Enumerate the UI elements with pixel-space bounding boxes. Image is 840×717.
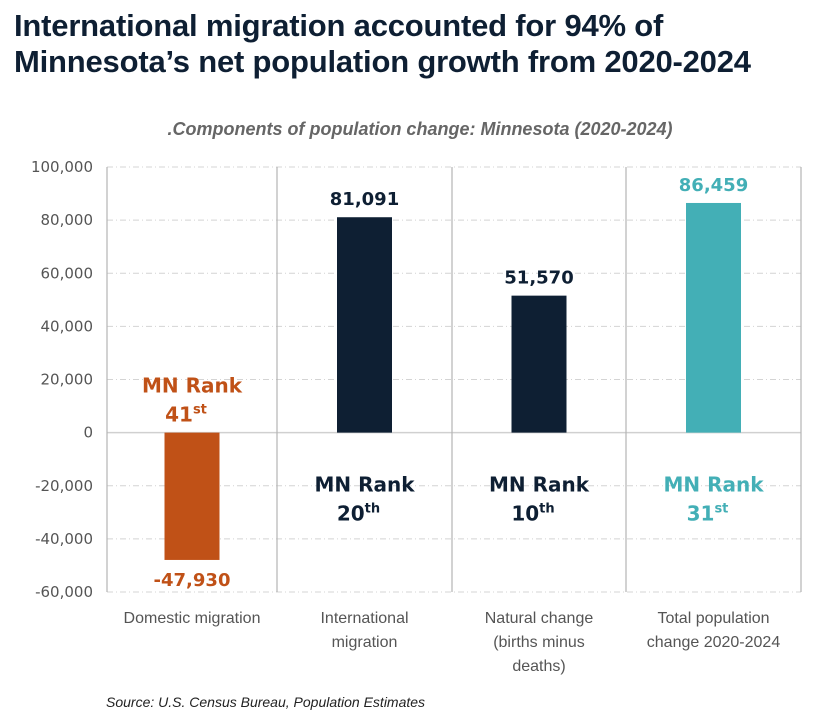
chart-subtitle: .Components of population change: Minnes… — [167, 119, 673, 139]
bar — [337, 217, 392, 433]
rank-value: 41st — [165, 403, 207, 427]
bar — [511, 295, 567, 433]
rank-value: 31st — [687, 502, 729, 526]
rank-suffix: st — [714, 502, 728, 517]
rank-label: MN Rank — [142, 374, 243, 398]
y-tick-label: 40,000 — [41, 317, 94, 335]
value-label: 86,459 — [679, 175, 748, 196]
bar — [164, 432, 220, 560]
value-label: -47,930 — [154, 570, 231, 591]
rank-suffix: th — [365, 502, 380, 517]
rank-value: 10th — [511, 502, 554, 526]
rank-label: MN Rank — [314, 473, 415, 497]
rank-label: MN Rank — [663, 473, 764, 497]
y-tick-label: -40,000 — [35, 530, 93, 548]
x-category-label: change 2020-2024 — [647, 634, 781, 651]
x-category-label: Total population — [657, 610, 769, 627]
y-tick-label: -60,000 — [35, 583, 93, 601]
y-tick-label: 100,000 — [31, 158, 93, 176]
x-category-label: Domestic migration — [124, 610, 261, 627]
y-tick-label: 60,000 — [41, 264, 94, 282]
rank-label: MN Rank — [489, 473, 590, 497]
value-label: 81,091 — [330, 189, 399, 210]
x-category-label: (births minus — [493, 634, 585, 651]
source-note: Source: U.S. Census Bureau, Population E… — [106, 694, 426, 710]
y-tick-label: 80,000 — [41, 211, 94, 229]
rank-value: 20th — [337, 502, 380, 526]
x-category-label: International — [320, 610, 408, 627]
x-category-label: migration — [332, 634, 398, 651]
y-tick-label: -20,000 — [35, 477, 93, 495]
chart-title: International migration accounted for 94… — [14, 8, 751, 79]
y-tick-label: 0 — [83, 424, 93, 442]
rank-suffix: st — [193, 403, 207, 418]
rank-suffix: th — [539, 502, 554, 517]
x-category-label: Natural change — [485, 610, 594, 627]
y-tick-label: 20,000 — [41, 371, 94, 389]
value-label: 51,570 — [504, 268, 573, 289]
bar — [686, 202, 741, 433]
x-category-label: deaths) — [512, 658, 565, 675]
